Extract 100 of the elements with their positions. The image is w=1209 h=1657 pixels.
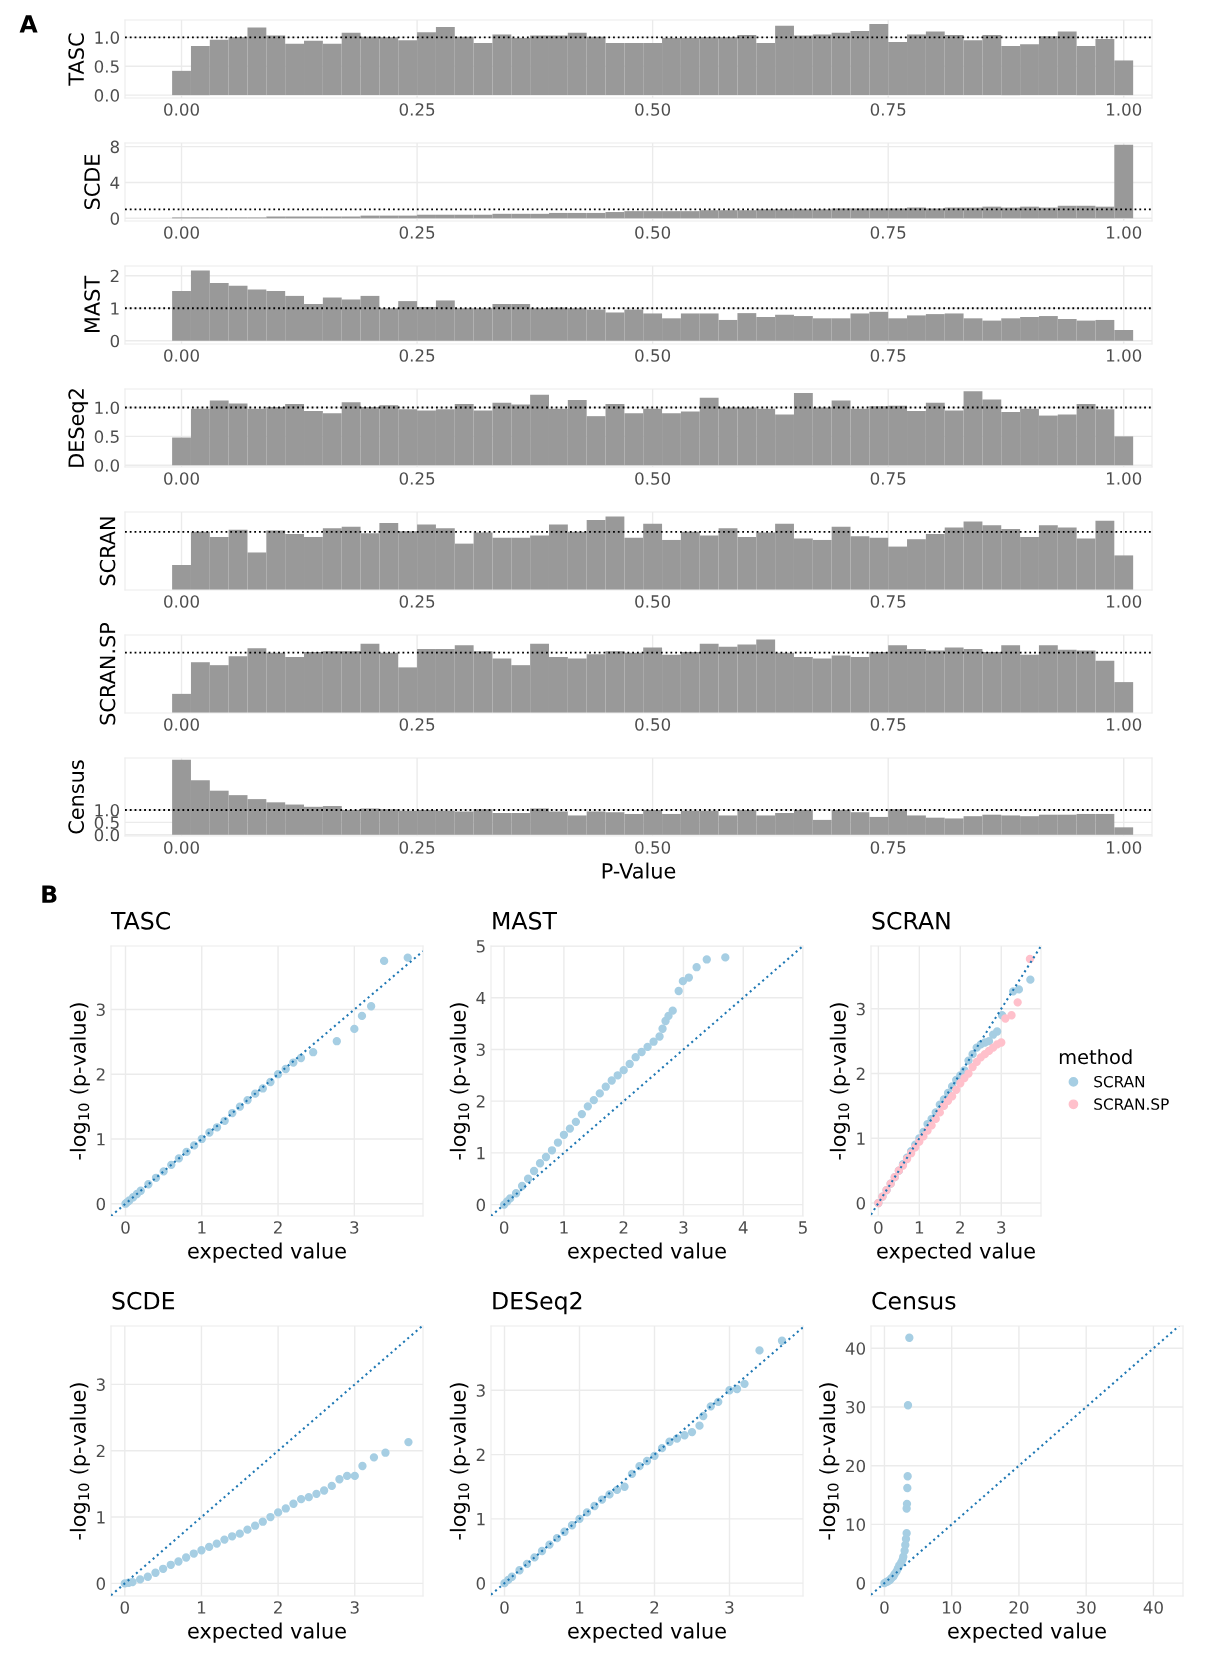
y-tick-label: 1 <box>97 1511 105 1524</box>
x-tick-label: 0.50 <box>635 595 671 608</box>
x-tick-label: 0.50 <box>635 472 671 485</box>
y-tick-label: 3 <box>96 1378 105 1391</box>
x-tick-label: 1 <box>915 1221 924 1234</box>
x-axis-title: expected value <box>188 1622 346 1643</box>
x-tick-label: 1.00 <box>1107 472 1142 485</box>
y-tick-label: 4 <box>476 991 486 1005</box>
y-tick-label: 0 <box>96 1197 106 1211</box>
x-tick-label: 0.50 <box>635 718 671 731</box>
y-tick-label: 2 <box>476 1095 485 1108</box>
x-axis-title: expected value <box>568 1242 726 1263</box>
y-tick-label: 8 <box>110 140 119 154</box>
x-tick-label: 0.00 <box>164 472 199 485</box>
x-tick-label: 0.75 <box>870 349 906 362</box>
x-tick-label: 1.00 <box>1107 349 1142 362</box>
y-tick-label: 3 <box>476 1043 485 1057</box>
y-tick-label: 2 <box>110 269 119 283</box>
y-axis-title: MAST <box>84 275 100 333</box>
x-tick-label: 0.00 <box>164 718 199 731</box>
chart-title: MAST <box>493 911 557 930</box>
legend-label: SCRAN.SP <box>1094 1098 1169 1110</box>
y-tick-label: 1.0 <box>95 401 120 415</box>
y-tick-label: 5 <box>476 940 485 953</box>
y-tick-label: 4 <box>110 176 120 189</box>
x-tick-label: 30 <box>1076 1601 1096 1614</box>
x-tick-label: 1.00 <box>1107 718 1142 731</box>
x-tick-label: 1.00 <box>1107 103 1142 116</box>
y-axis-title: Census <box>68 760 85 834</box>
y-axis-title: DESeq2 <box>68 389 89 467</box>
x-tick-label: 10 <box>942 1601 962 1614</box>
y-tick-label: 1 <box>477 1513 485 1526</box>
y-tick-label: 3 <box>96 1003 105 1017</box>
x-tick-label: 0 <box>874 1221 883 1234</box>
x-tick-label: 0 <box>880 1601 889 1614</box>
legend-label: SCRAN <box>1094 1075 1145 1088</box>
y-axis-title: TASC <box>68 33 85 86</box>
x-axis-title: expected value <box>877 1242 1035 1263</box>
chart-title: DESeq2 <box>493 1291 582 1315</box>
x-tick-label: 2 <box>619 1221 628 1234</box>
y-tick-label: 2 <box>856 1067 865 1080</box>
x-tick-label: 0.50 <box>635 226 671 239</box>
x-tick-label: 1.00 <box>1107 595 1142 608</box>
x-tick-label: 3 <box>350 1221 359 1234</box>
x-tick-label: 0.75 <box>870 472 906 485</box>
y-tick-label: 30 <box>846 1400 866 1414</box>
x-tick-label: 0.00 <box>164 103 199 116</box>
y-tick-label: 40 <box>845 1342 866 1355</box>
x-tick-label: 0.00 <box>164 595 199 608</box>
x-tick-label: 0.75 <box>870 841 906 854</box>
x-tick-label: 0 <box>120 1601 129 1614</box>
y-tick-label: 0.0 <box>94 828 120 842</box>
chart-title: SCRAN <box>872 911 950 930</box>
y-tick-label: 0 <box>96 1577 106 1590</box>
x-tick-label: 0.00 <box>164 226 199 239</box>
y-axis-title: -log$_{10}$ (p-value) <box>449 1003 470 1160</box>
y-axis-title: SCRAN <box>99 517 116 586</box>
y-tick-label: 0.0 <box>94 89 120 102</box>
x-tick-label: 1.00 <box>1107 841 1142 854</box>
x-tick-label: 2 <box>273 1221 282 1234</box>
x-tick-label: 1 <box>560 1221 568 1234</box>
x-tick-label: 2 <box>650 1601 659 1614</box>
x-tick-label: 2 <box>956 1221 964 1234</box>
y-tick-label: 0.5 <box>94 60 119 73</box>
x-tick-label: 0.75 <box>870 595 906 608</box>
x-tick-label: 3 <box>350 1601 359 1614</box>
x-tick-label: 0.00 <box>164 349 199 362</box>
x-tick-label: 40 <box>1143 1601 1163 1614</box>
x-tick-label: 0.50 <box>635 103 671 116</box>
y-axis-title: -log$_{10}$ (p-value) <box>829 1003 850 1160</box>
x-tick-label: 1.00 <box>1107 226 1142 239</box>
y-axis-title: SCRAN.SP <box>99 622 116 725</box>
y-tick-label: 0 <box>476 1577 486 1590</box>
y-tick-label: 1 <box>97 1133 105 1146</box>
x-tick-label: 0.75 <box>870 226 906 239</box>
x-tick-label: 1 <box>576 1601 584 1614</box>
text: A <box>19 15 38 33</box>
y-axis-title: -log$_{10}$ (p-value) <box>69 1003 90 1160</box>
y-tick-label: 0 <box>110 334 120 348</box>
y-tick-label: 1 <box>111 302 119 315</box>
x-tick-label: 0.25 <box>399 472 435 485</box>
x-tick-label: 0.50 <box>635 349 671 362</box>
x-tick-label: 1 <box>198 1221 206 1234</box>
x-tick-label: 0.25 <box>399 718 435 731</box>
x-axis-title: P-Value <box>602 862 676 879</box>
x-tick-label: 4 <box>738 1221 748 1234</box>
y-tick-label: 1.0 <box>95 803 120 817</box>
x-tick-label: 20 <box>1009 1601 1029 1614</box>
chart-title: Census <box>872 1291 956 1310</box>
y-axis-title: -log$_{10}$ (p-value) <box>449 1383 470 1540</box>
y-axis-title: SCDE <box>84 154 100 210</box>
x-tick-label: 0 <box>499 1221 509 1234</box>
legend-title: method <box>1059 1049 1132 1065</box>
x-tick-label: 0.25 <box>399 841 435 854</box>
y-tick-label: 10 <box>846 1518 866 1531</box>
y-tick-label: 1.0 <box>95 31 120 44</box>
y-tick-label: 0 <box>856 1577 866 1590</box>
x-tick-label: 0 <box>121 1221 130 1234</box>
y-tick-label: 0 <box>856 1197 866 1210</box>
y-axis-title: -log$_{10}$ (p-value) <box>819 1383 840 1540</box>
